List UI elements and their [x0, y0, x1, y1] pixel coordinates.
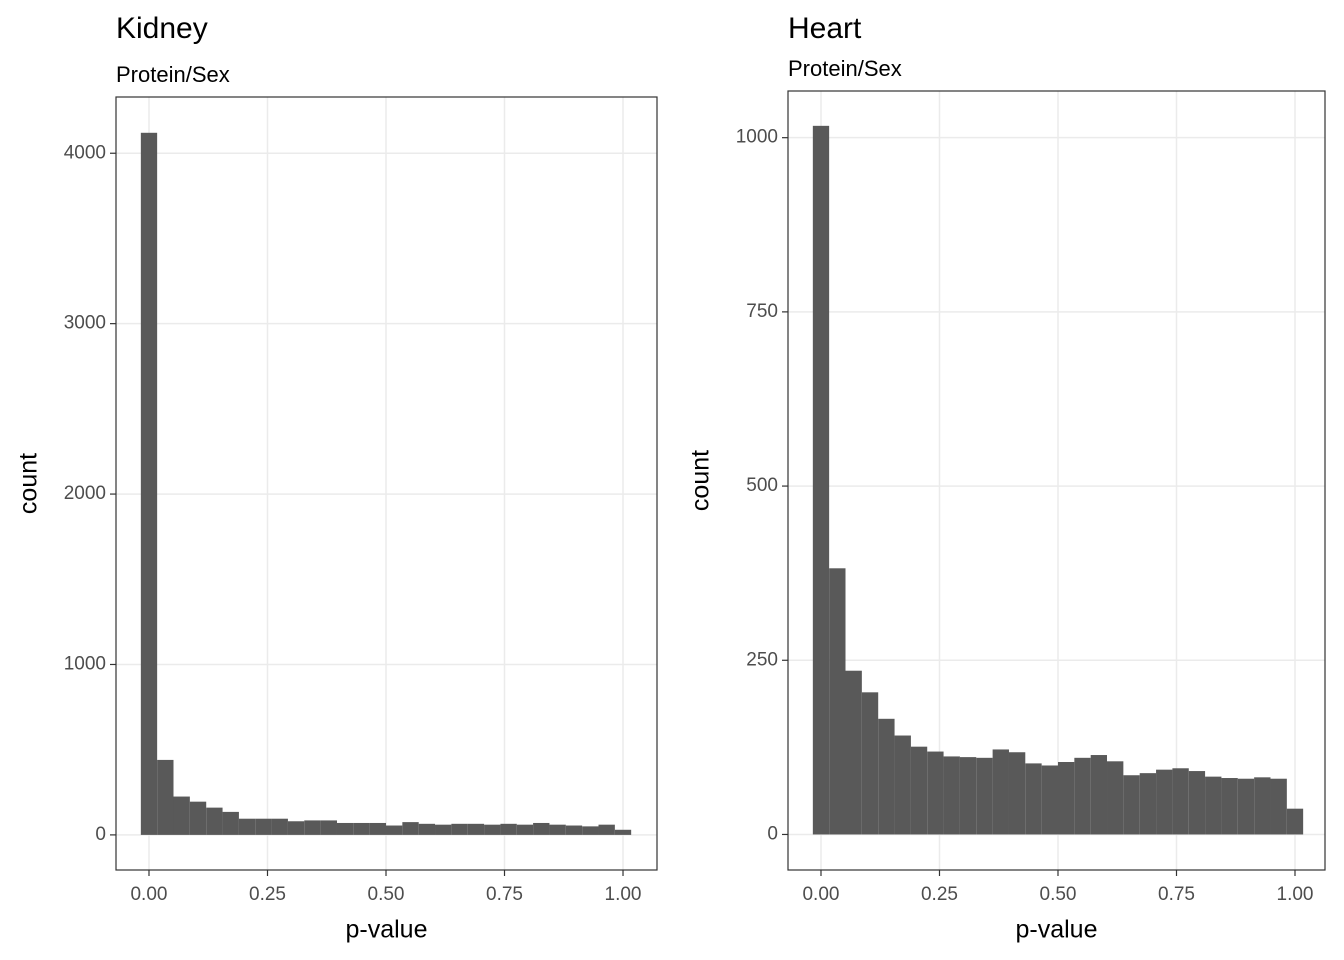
bar — [1025, 763, 1042, 835]
bar — [336, 822, 354, 835]
bar — [959, 757, 977, 835]
x-axis-label: p-value — [346, 916, 428, 944]
chart-title: Heart — [788, 12, 862, 45]
bar — [910, 746, 928, 835]
bar — [353, 822, 370, 835]
bar — [1172, 768, 1189, 835]
bar — [516, 824, 534, 835]
chart-subtitle: Protein/Sex — [116, 62, 230, 87]
bar — [435, 824, 452, 835]
bar — [1286, 808, 1304, 835]
bar — [976, 757, 993, 835]
x-tick-label: 1.00 — [605, 884, 642, 905]
bar — [598, 824, 615, 835]
bar — [1041, 765, 1058, 835]
bar — [992, 749, 1009, 835]
bar — [238, 818, 256, 835]
chart-title: Kidney — [116, 12, 208, 45]
bar — [402, 822, 419, 835]
y-tick-label: 0 — [95, 824, 106, 845]
bar — [1188, 771, 1206, 835]
bar — [845, 670, 862, 835]
bar — [1123, 775, 1140, 835]
x-tick-label: 1.00 — [1277, 884, 1314, 905]
bar — [582, 826, 599, 835]
bar — [1221, 778, 1238, 835]
bar — [1270, 778, 1287, 835]
bar — [140, 132, 158, 835]
bar — [451, 823, 468, 835]
bar — [829, 568, 846, 835]
y-tick-label: 750 — [746, 301, 778, 322]
x-tick-label: 0.50 — [1040, 884, 1077, 905]
y-tick-label: 1000 — [64, 653, 106, 674]
x-tick-label: 0.00 — [802, 884, 839, 905]
bar — [565, 825, 583, 835]
bar — [549, 824, 566, 835]
y-tick-label: 3000 — [64, 313, 106, 334]
plot-frame — [115, 96, 658, 871]
bar — [484, 824, 501, 835]
bar — [614, 829, 632, 835]
x-tick-label: 0.25 — [921, 884, 958, 905]
bar — [467, 823, 485, 835]
bar — [271, 818, 288, 835]
chart-subtitle: Protein/Sex — [788, 56, 902, 81]
bar — [1139, 773, 1157, 835]
bar — [157, 759, 174, 835]
y-tick-label: 0 — [767, 823, 778, 844]
bar — [206, 807, 223, 835]
bar — [304, 820, 321, 835]
bar — [1074, 757, 1091, 835]
bar — [927, 751, 944, 835]
x-tick-label: 0.75 — [1158, 884, 1195, 905]
bar — [1237, 778, 1255, 835]
bar — [1205, 776, 1222, 835]
bar — [878, 718, 895, 835]
bar — [189, 801, 207, 835]
bar — [1254, 777, 1271, 835]
bar — [500, 823, 517, 835]
bar — [943, 756, 960, 835]
y-tick-label: 1000 — [736, 127, 778, 148]
bar — [1156, 769, 1173, 835]
bar — [894, 735, 911, 835]
bar — [222, 811, 239, 835]
x-tick-label: 0.25 — [249, 884, 286, 905]
bar — [173, 796, 190, 835]
x-tick-label: 0.50 — [368, 884, 405, 905]
y-tick-label: 2000 — [64, 483, 106, 504]
bar — [369, 822, 387, 835]
y-tick-label: 4000 — [64, 142, 106, 163]
x-tick-label: 0.00 — [130, 884, 167, 905]
bar — [1090, 755, 1108, 835]
bar — [418, 823, 436, 835]
bar — [861, 692, 879, 835]
bar — [386, 825, 403, 835]
y-tick-label: 250 — [746, 649, 778, 670]
x-axis-label: p-value — [1016, 916, 1098, 944]
bar — [255, 818, 272, 835]
bar — [287, 821, 305, 835]
bar — [320, 820, 337, 835]
y-tick-label: 500 — [746, 475, 778, 496]
bar — [812, 125, 830, 835]
x-tick-label: 0.75 — [486, 884, 523, 905]
bar — [1008, 752, 1026, 835]
plot-frame — [787, 90, 1326, 871]
bar — [1107, 761, 1124, 835]
bar — [1057, 761, 1075, 835]
y-axis-label: count — [687, 450, 715, 511]
bar — [533, 822, 550, 835]
y-axis-label: count — [15, 453, 43, 514]
